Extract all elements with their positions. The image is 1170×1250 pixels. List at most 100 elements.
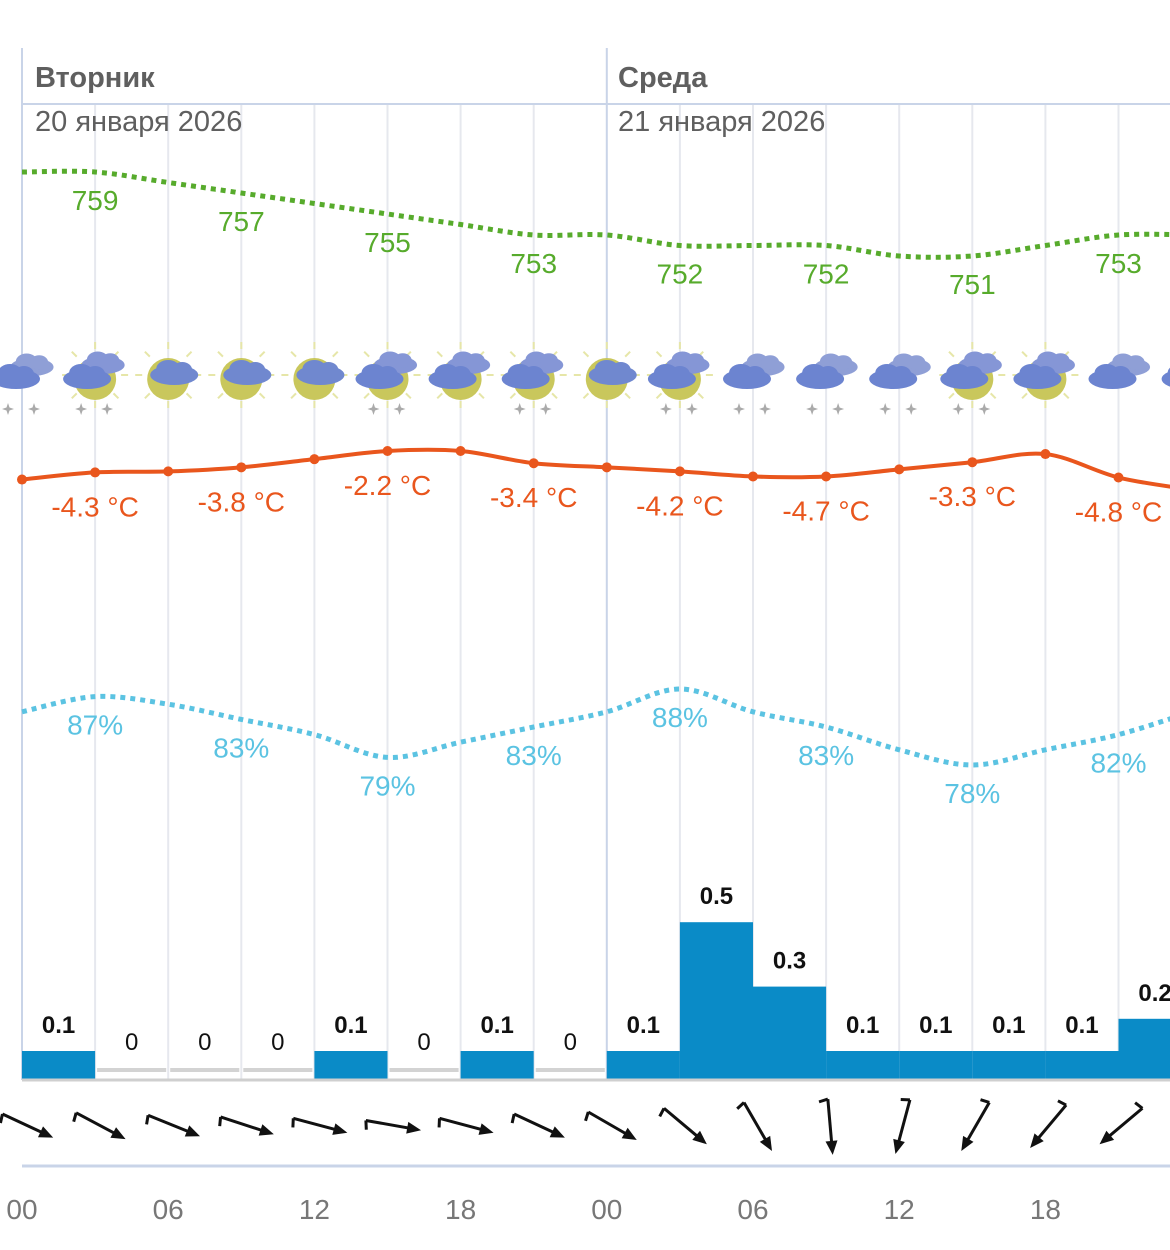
wind-barb bbox=[900, 1097, 910, 1102]
snowflake-icon bbox=[393, 403, 406, 415]
temperature-label: -2.2 °C bbox=[344, 470, 431, 501]
cloud bbox=[14, 366, 34, 382]
precipitation-bar bbox=[679, 922, 753, 1079]
wind-arrow-icon bbox=[1030, 1099, 1068, 1148]
temperature-label: -4.3 °C bbox=[51, 491, 138, 522]
precipitation-label: 0.5 bbox=[700, 883, 733, 910]
precipitation-label: 0.1 bbox=[992, 1012, 1025, 1039]
precipitation-label: 0 bbox=[417, 1029, 430, 1056]
temperature-point bbox=[90, 467, 101, 478]
day-name: Среда bbox=[618, 62, 708, 94]
wind-barb bbox=[1134, 1101, 1144, 1110]
humidity-label: 78% bbox=[944, 778, 1000, 809]
wind-arrow-icon bbox=[510, 1112, 565, 1138]
wind-shaft bbox=[663, 1107, 704, 1142]
wind-arrow-icon bbox=[961, 1098, 991, 1151]
cloud bbox=[523, 366, 544, 382]
sun-ray bbox=[332, 392, 339, 400]
precipitation-label: 0 bbox=[564, 1029, 577, 1056]
wind-head bbox=[621, 1127, 637, 1140]
temperature-label: -3.3 °C bbox=[929, 481, 1016, 512]
temperature-point bbox=[894, 464, 905, 475]
pressure-label: 752 bbox=[657, 259, 704, 290]
wind-barb bbox=[291, 1118, 295, 1128]
x-tick-label: 12 bbox=[299, 1194, 330, 1225]
wind-arrow-icon bbox=[437, 1116, 494, 1135]
wind-head bbox=[478, 1123, 494, 1135]
precipitation-label: 0 bbox=[198, 1029, 211, 1056]
wind-barb bbox=[0, 1113, 4, 1124]
wind-barb bbox=[1057, 1099, 1067, 1107]
wind-barb bbox=[658, 1107, 666, 1118]
wind-head bbox=[549, 1126, 565, 1138]
precipitation-label: 0.1 bbox=[627, 1012, 660, 1039]
x-tick-label: 00 bbox=[591, 1194, 622, 1225]
precipitation-zero-bar bbox=[170, 1068, 240, 1072]
temperature-point bbox=[821, 471, 832, 482]
wind-shaft bbox=[587, 1110, 633, 1139]
cloud bbox=[318, 362, 339, 378]
wind-arrow-icon bbox=[584, 1110, 637, 1140]
temperature-point bbox=[309, 454, 320, 465]
sun-ray bbox=[1021, 350, 1028, 358]
wind-barb bbox=[584, 1111, 590, 1122]
wind-arrow-icon bbox=[145, 1113, 201, 1137]
cloudy-icon bbox=[1088, 353, 1151, 389]
wind-barb bbox=[510, 1113, 516, 1124]
temperature-point bbox=[528, 458, 539, 469]
temperature-label: -3.4 °C bbox=[490, 482, 577, 513]
sun-ray bbox=[509, 392, 517, 400]
snowflake-icon bbox=[367, 403, 380, 415]
sun-ray bbox=[332, 350, 339, 358]
sun-ray bbox=[582, 392, 590, 400]
cloud bbox=[539, 353, 558, 368]
precipitation-label: 0 bbox=[271, 1029, 284, 1056]
pressure-label: 759 bbox=[72, 185, 119, 216]
sun-ray bbox=[436, 392, 443, 400]
sun-ray bbox=[509, 350, 517, 358]
wind-arrow-icon bbox=[218, 1115, 274, 1136]
cloud bbox=[1051, 353, 1070, 368]
wind-head bbox=[1099, 1130, 1115, 1145]
wind-head bbox=[759, 1135, 772, 1151]
wind-shaft bbox=[220, 1115, 269, 1134]
precipitation-zero-bar bbox=[389, 1068, 459, 1072]
x-tick-label: 18 bbox=[445, 1194, 476, 1225]
wind-head bbox=[184, 1125, 201, 1137]
humidity-label: 87% bbox=[67, 710, 123, 741]
precipitation-bar bbox=[314, 1051, 388, 1079]
cloud bbox=[962, 366, 983, 382]
humidity-label: 83% bbox=[798, 740, 854, 771]
cloud bbox=[85, 366, 106, 382]
precipitation-bar bbox=[1045, 1051, 1119, 1079]
sun-ray bbox=[582, 350, 590, 358]
cloud bbox=[978, 353, 997, 368]
sun-ray bbox=[258, 392, 266, 400]
cloud bbox=[610, 362, 631, 378]
precipitation-bar bbox=[1118, 1018, 1170, 1079]
wind-barb bbox=[145, 1115, 150, 1125]
sun-ray bbox=[989, 392, 997, 400]
snowflake-icon bbox=[28, 403, 40, 415]
sun-ray bbox=[185, 392, 193, 400]
pressure-label: 751 bbox=[949, 269, 996, 300]
cloud bbox=[377, 366, 398, 382]
cloud bbox=[1167, 367, 1170, 379]
precipitation-label: 0.1 bbox=[42, 1012, 75, 1039]
cloudy-snow-icon bbox=[869, 353, 931, 415]
cloud bbox=[907, 355, 926, 370]
sun-ray bbox=[363, 392, 370, 400]
sun-ray bbox=[185, 350, 193, 358]
wind-arrow-icon bbox=[1099, 1101, 1144, 1145]
wind-barb bbox=[437, 1118, 441, 1128]
snowflake-icon bbox=[832, 403, 845, 415]
pressure-label: 753 bbox=[510, 248, 557, 279]
pressure-label: 755 bbox=[364, 227, 411, 258]
precipitation-bar bbox=[22, 1051, 96, 1079]
wind-shaft bbox=[292, 1116, 342, 1133]
wind-head bbox=[110, 1127, 126, 1140]
temperature-point bbox=[236, 462, 247, 473]
temperature-label: -3.8 °C bbox=[198, 486, 285, 517]
sun-ray bbox=[1021, 392, 1028, 400]
precipitation-zero-bar bbox=[535, 1068, 605, 1072]
